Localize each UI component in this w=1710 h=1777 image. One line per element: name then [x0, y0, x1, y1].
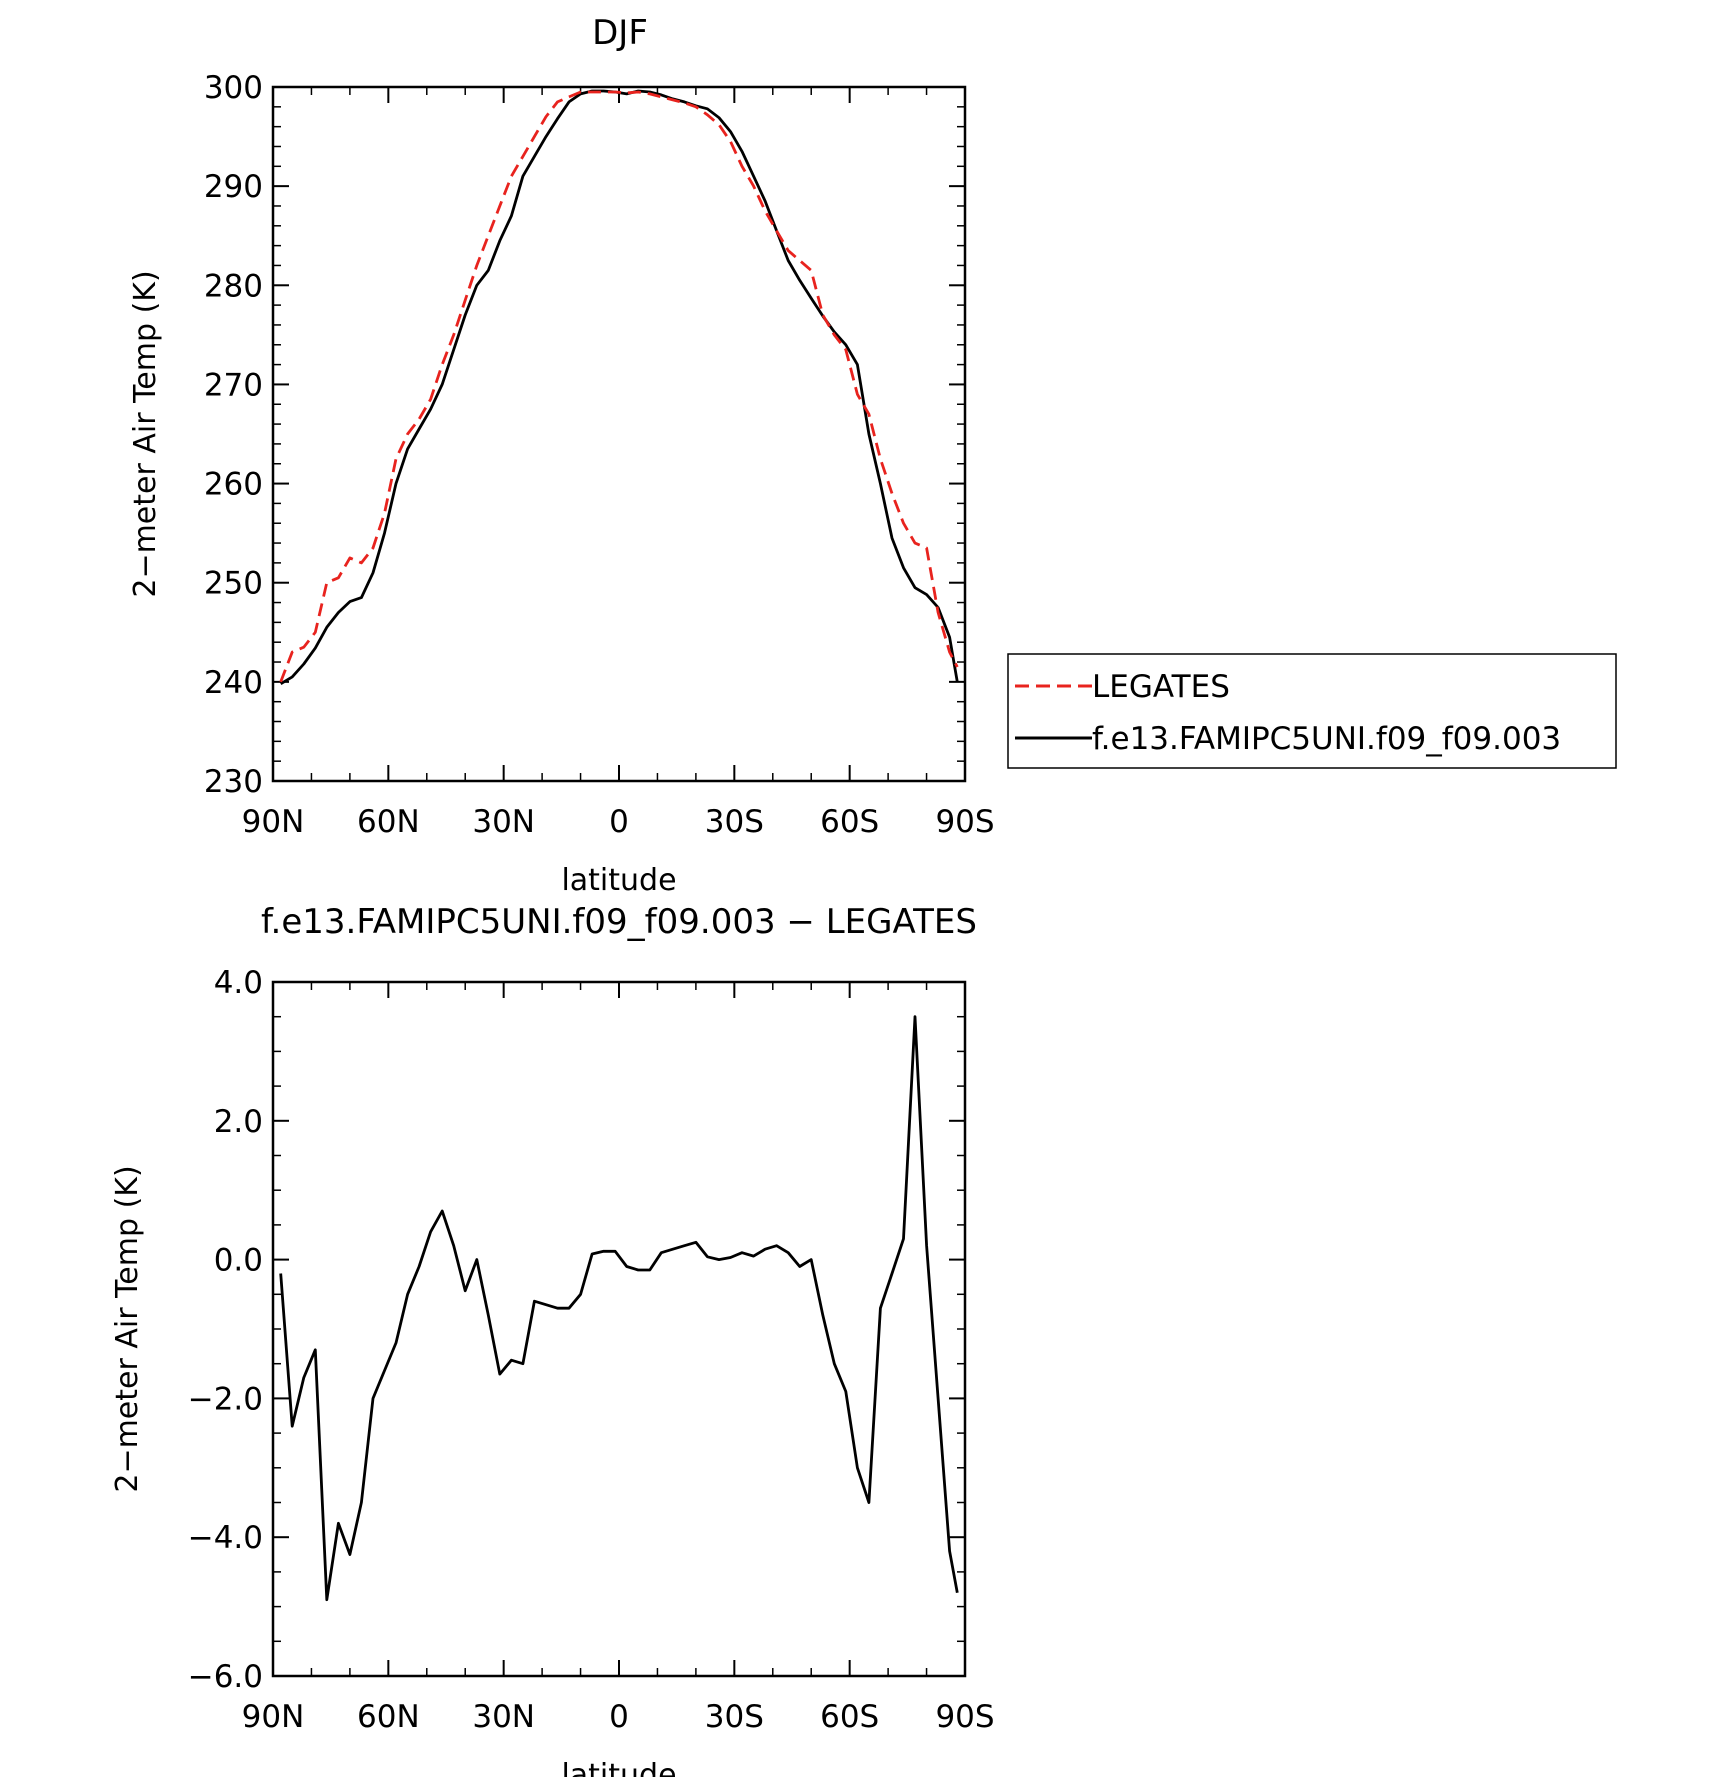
x-tick-label: 0 [609, 1699, 629, 1735]
legend: LEGATES f.e13.FAMIPC5UNI.f09_f09.003 [1007, 653, 1617, 769]
chart-title-top: DJF [592, 13, 648, 53]
legend-label-legates: LEGATES [1092, 669, 1230, 705]
x-tick-label: 60S [820, 1699, 879, 1735]
y-tick-label: 260 [204, 467, 263, 503]
bottom-panel: f.e13.FAMIPC5UNI.f09_f09.003 − LEGATES −… [110, 902, 995, 1777]
y-tick-label: 230 [204, 764, 263, 800]
x-tick-label: 30N [472, 804, 535, 840]
x-tick-label: 30S [705, 1699, 764, 1735]
y-tick-labels-bottom: −6.0 −4.0 −2.0 0.0 2.0 4.0 [188, 965, 263, 1695]
y-tick-label: 300 [204, 70, 263, 106]
x-tick-label: 60N [357, 1699, 420, 1735]
x-tick-label: 30N [472, 1699, 535, 1735]
y-tick-label: 290 [204, 169, 263, 205]
y-axis-label-bottom: 2−meter Air Temp (K) [110, 1165, 145, 1492]
y-tick-label: −6.0 [188, 1659, 263, 1695]
x-tick-labels-top: 90N 60N 30N 0 30S 60S 90S [242, 804, 995, 840]
y-axis-label-top: 2−meter Air Temp (K) [128, 270, 163, 597]
top-panel: DJF 230 240 250 260 270 280 290 300 90N 60N 30N 0 3… [128, 13, 995, 898]
legend-label-model: f.e13.FAMIPC5UNI.f09_f09.003 [1092, 721, 1561, 757]
series-line-bot-0 [279, 1015, 959, 1602]
bottom-ticks [272, 981, 966, 1677]
x-axis-label-top: latitude [561, 863, 676, 898]
x-tick-label: 90N [242, 804, 305, 840]
plot-frame-top [271, 85, 967, 783]
top-ticks [272, 86, 966, 782]
x-axis-label-bottom: latitude [561, 1758, 676, 1777]
x-tick-label: 90S [935, 804, 994, 840]
x-tick-labels-bottom: 90N 60N 30N 0 30S 60S 90S [242, 1699, 995, 1735]
bottom-lines [279, 1015, 959, 1602]
legend-box [1007, 653, 1617, 769]
y-tick-label: 240 [204, 665, 263, 701]
x-tick-label: 60S [820, 804, 879, 840]
y-tick-label: 4.0 [214, 965, 263, 1001]
y-tick-label: 0.0 [214, 1243, 263, 1279]
series-line-top-1 [279, 89, 959, 686]
y-tick-label: −2.0 [188, 1381, 263, 1417]
x-tick-label: 60N [357, 804, 420, 840]
x-tick-label: 90S [935, 1699, 994, 1735]
chart-title-bottom: f.e13.FAMIPC5UNI.f09_f09.003 − LEGATES [261, 902, 977, 942]
y-tick-label: 250 [204, 566, 263, 602]
y-tick-labels-top: 230 240 250 260 270 280 290 300 [204, 70, 263, 800]
y-tick-label: 2.0 [214, 1104, 263, 1140]
y-tick-label: −4.0 [188, 1520, 263, 1556]
x-tick-label: 30S [705, 804, 764, 840]
x-tick-label: 0 [609, 804, 629, 840]
y-tick-label: 280 [204, 268, 263, 304]
plot-frame-bottom [271, 980, 967, 1678]
x-tick-label: 90N [242, 1699, 305, 1735]
series-line-top-0 [279, 90, 959, 683]
top-lines [279, 89, 959, 686]
y-tick-label: 270 [204, 367, 263, 403]
